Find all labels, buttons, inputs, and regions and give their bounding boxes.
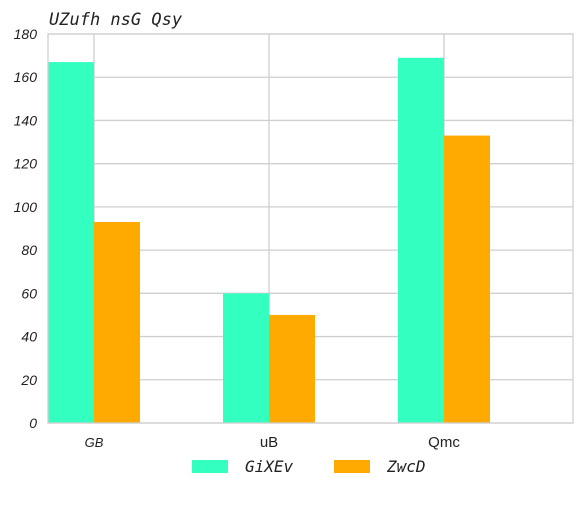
bar-zwcd-qmc bbox=[444, 135, 490, 424]
y-tick-label: 20 bbox=[20, 372, 37, 388]
x-tick-label: Qmc bbox=[428, 434, 460, 451]
plot-frame bbox=[47, 33, 574, 424]
y-tick-label: 80 bbox=[21, 242, 37, 258]
y-tick-label: 100 bbox=[14, 199, 38, 215]
axes bbox=[47, 33, 574, 424]
legend-label: GiXEv bbox=[245, 457, 294, 476]
y-tick-label: 160 bbox=[14, 69, 38, 85]
y-tick-label: 40 bbox=[21, 329, 37, 345]
bar-zwcd-ub bbox=[269, 314, 315, 423]
x-axis-ticks: GB uB Qmc bbox=[85, 434, 461, 451]
bar-gixev-qmc bbox=[398, 57, 444, 424]
y-tick-label: 140 bbox=[14, 112, 38, 128]
y-tick-label: 0 bbox=[29, 415, 37, 431]
bar-gixev-ub bbox=[223, 293, 269, 423]
y-tick-label: 120 bbox=[14, 156, 38, 172]
chart-title: UZufh nsG Qsy bbox=[49, 10, 183, 30]
bars bbox=[48, 57, 490, 424]
y-axis-ticks: 0 20 40 60 80 100 120 140 160 180 bbox=[14, 26, 38, 431]
y-tick-label: 180 bbox=[14, 26, 38, 42]
legend: GiXEv ZwcD bbox=[192, 457, 426, 476]
bar-gixev-gb bbox=[48, 62, 94, 423]
y-tick-label: 60 bbox=[21, 285, 37, 301]
legend-swatch bbox=[192, 460, 228, 473]
x-tick-label: GB bbox=[85, 435, 104, 450]
x-tick-label: uB bbox=[260, 434, 278, 451]
bar-zwcd-gb bbox=[94, 222, 140, 423]
legend-label: ZwcD bbox=[386, 457, 426, 476]
legend-swatch bbox=[334, 460, 370, 473]
